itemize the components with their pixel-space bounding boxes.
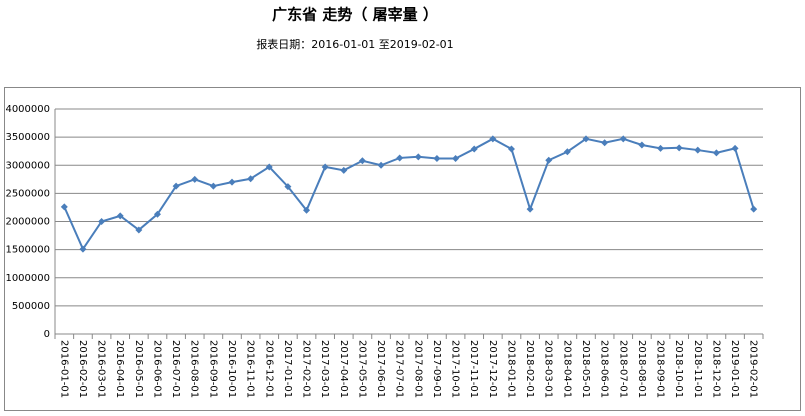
x-tick-label: 2017-01-01 — [282, 340, 293, 398]
data-point — [153, 210, 161, 218]
data-point — [228, 178, 236, 186]
data-point — [489, 135, 497, 143]
data-point — [563, 148, 571, 156]
data-point — [79, 245, 87, 253]
x-tick-label: 2016-04-01 — [114, 340, 125, 398]
x-tick-label: 2016-06-01 — [151, 340, 162, 398]
data-line — [63, 137, 755, 252]
x-tick-label: 2018-01-01 — [505, 340, 516, 398]
y-tick-label: 3500000 — [5, 132, 50, 143]
x-tick-label: 2016-02-01 — [77, 340, 88, 398]
data-point — [507, 145, 515, 153]
data-point — [675, 144, 683, 152]
x-tick-label: 2016-09-01 — [207, 340, 218, 398]
y-tick-label: 3000000 — [5, 160, 50, 171]
x-tick-label: 2016-10-01 — [226, 340, 237, 398]
x-tick-label: 2016-05-01 — [133, 340, 144, 398]
data-point — [321, 163, 329, 171]
x-tick-label: 2018-09-01 — [655, 340, 666, 398]
x-tick-label: 2017-08-01 — [412, 340, 423, 398]
x-tick-label: 2017-03-01 — [319, 340, 330, 398]
x-tick-label: 2016-08-01 — [189, 340, 200, 398]
x-tick-label: 2016-11-01 — [245, 340, 256, 398]
data-point — [303, 206, 311, 214]
data-point — [545, 156, 553, 164]
data-point — [60, 203, 68, 211]
x-tick-label: 2017-02-01 — [301, 340, 312, 398]
y-tick-label: 4000000 — [5, 104, 50, 115]
data-point — [694, 146, 702, 154]
chart-subtitle: 报表日期：2016-01-01 至2019-02-01 — [256, 37, 453, 51]
data-point — [526, 205, 534, 213]
data-point — [135, 226, 143, 234]
data-point — [340, 166, 348, 174]
x-tick-label: 2019-01-01 — [729, 340, 740, 398]
chart-frame — [4, 87, 801, 411]
chart-title: 广东省 走势（ 屠宰量 ） — [272, 6, 438, 24]
data-point — [98, 218, 106, 225]
y-tick-label: 2500000 — [5, 188, 50, 199]
x-tick-label: 2016-07-01 — [170, 340, 181, 398]
x-tick-label: 2018-04-01 — [561, 340, 572, 398]
data-point — [657, 144, 665, 152]
x-tick-label: 2018-10-01 — [673, 340, 684, 398]
x-tick-label: 2017-06-01 — [375, 340, 386, 398]
data-point — [172, 182, 180, 190]
data-point — [209, 182, 217, 190]
data-point — [265, 163, 273, 171]
data-point — [191, 175, 199, 183]
x-tick-label: 2018-06-01 — [599, 340, 610, 398]
data-point — [358, 157, 366, 165]
data-point — [452, 155, 460, 162]
y-tick-label: 1000000 — [5, 273, 50, 284]
data-point — [619, 135, 627, 143]
data-point — [414, 153, 422, 161]
x-tick-label: 2018-12-01 — [710, 340, 721, 398]
y-tick-label: 500000 — [12, 301, 50, 312]
x-tick-label: 2019-02-01 — [748, 340, 759, 398]
y-tick-label: 2000000 — [5, 217, 50, 228]
data-point — [731, 144, 739, 152]
data-point — [601, 139, 609, 147]
x-tick-label: 2018-03-01 — [543, 340, 554, 398]
y-tick-label: 1500000 — [5, 245, 50, 256]
y-tick-label: 0 — [44, 329, 50, 340]
x-tick-label: 2017-04-01 — [338, 340, 349, 398]
x-tick-label: 2018-02-01 — [524, 340, 535, 398]
x-tick-label: 2017-11-01 — [468, 340, 479, 398]
x-tick-label: 2016-01-01 — [58, 340, 69, 398]
x-tick-label: 2016-12-01 — [263, 340, 274, 398]
x-tick-label: 2018-07-01 — [617, 340, 628, 398]
x-tick-label: 2016-03-01 — [96, 340, 107, 398]
data-point — [470, 145, 478, 153]
data-point — [750, 205, 758, 213]
data-point — [638, 141, 646, 149]
data-point — [247, 175, 255, 183]
x-tick-label: 2018-08-01 — [636, 340, 647, 398]
x-tick-label: 2018-11-01 — [692, 340, 703, 398]
data-point — [433, 155, 441, 162]
data-point — [284, 183, 292, 191]
x-tick-label: 2017-10-01 — [450, 340, 461, 398]
x-tick-label: 2018-05-01 — [580, 340, 591, 398]
x-tick-label: 2017-09-01 — [431, 340, 442, 398]
x-tick-label: 2017-12-01 — [487, 340, 498, 398]
data-point — [396, 154, 404, 162]
data-point — [116, 212, 124, 220]
x-tick-label: 2017-05-01 — [356, 340, 367, 398]
data-point — [712, 149, 720, 157]
x-tick-label: 2017-07-01 — [394, 340, 405, 398]
data-point — [582, 135, 590, 143]
data-point — [377, 161, 385, 169]
